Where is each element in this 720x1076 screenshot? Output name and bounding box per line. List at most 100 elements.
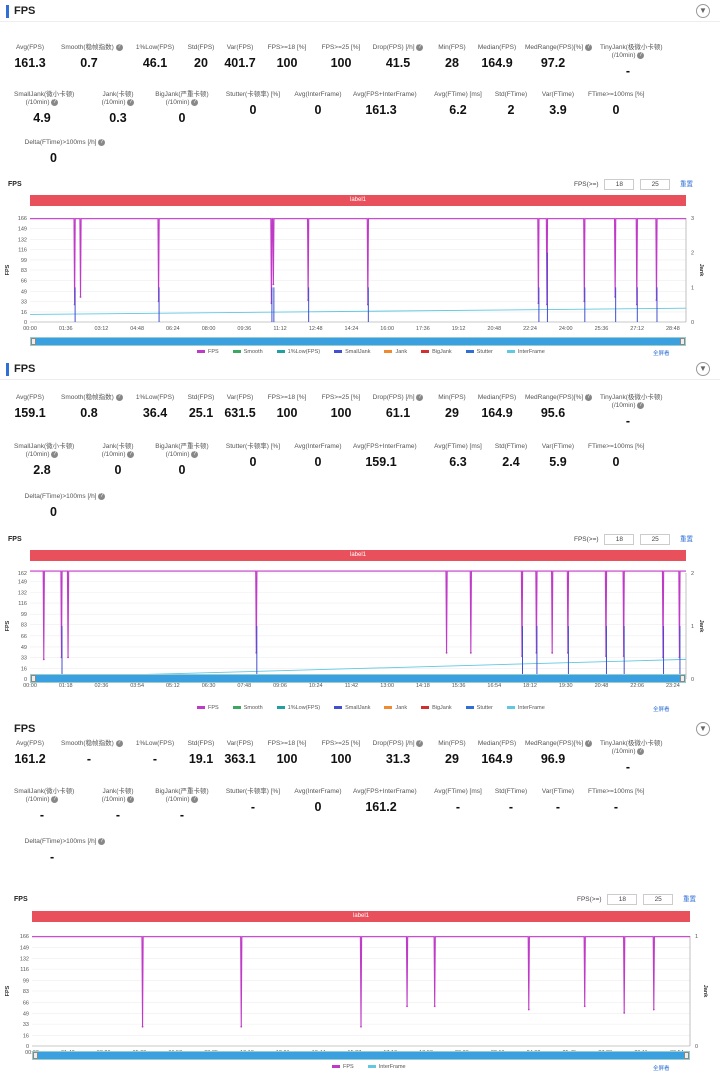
- time-range-scrollbar[interactable]: [30, 674, 686, 683]
- help-icon[interactable]: ?: [127, 451, 135, 458]
- help-icon[interactable]: ?: [98, 493, 106, 500]
- metric-label-text: MedRange(FPS)[%]: [525, 394, 584, 402]
- metric-label: 1%Low(FPS): [127, 394, 183, 402]
- legend-item-smalljank[interactable]: SmallJank: [334, 705, 370, 711]
- legend-item-smooth[interactable]: Smooth: [232, 349, 263, 355]
- legend-item-1lowfps[interactable]: 1%Low(FPS): [276, 349, 321, 355]
- help-icon[interactable]: ?: [637, 52, 645, 59]
- legend-item-stutter[interactable]: Stutter: [465, 705, 493, 711]
- help-icon[interactable]: ?: [115, 740, 123, 747]
- help-icon[interactable]: ?: [127, 796, 135, 803]
- fps-drop-point: [406, 1005, 408, 1008]
- reset-link[interactable]: 重置: [680, 536, 693, 543]
- metric-label-text: Std(FPS): [187, 394, 215, 401]
- help-icon[interactable]: ?: [115, 394, 123, 401]
- help-icon[interactable]: ?: [416, 740, 424, 747]
- help-icon[interactable]: ?: [98, 838, 106, 845]
- x-tick-label: 00:00: [23, 683, 37, 689]
- metric-value: 0.8: [80, 406, 98, 421]
- threshold-input-25[interactable]: 25: [643, 893, 674, 905]
- metric-label: Std(FPS): [173, 44, 229, 52]
- metric-label: Min(FPS): [424, 44, 480, 52]
- scrollbar-left-handle[interactable]: [31, 338, 36, 345]
- x-tick-label: 13:00: [380, 683, 394, 689]
- help-icon[interactable]: ?: [416, 394, 424, 401]
- scrollbar-right-handle[interactable]: [680, 675, 685, 682]
- y-tick-label: 83: [21, 268, 27, 274]
- help-icon[interactable]: ?: [584, 44, 592, 51]
- legend-item-interframe[interactable]: InterFrame: [506, 705, 545, 711]
- metric-value: 3.9: [549, 103, 567, 117]
- legend-item-jank[interactable]: Jank: [384, 349, 407, 355]
- scrollbar-left-handle[interactable]: [31, 675, 36, 682]
- legend-item-smooth[interactable]: Smooth: [232, 705, 263, 711]
- scrollbar-right-handle[interactable]: [680, 338, 685, 345]
- metric-value: 97.2: [540, 56, 566, 71]
- legend-item-fps[interactable]: FPS: [332, 1064, 354, 1070]
- y-tick-label: 49: [21, 289, 27, 295]
- metric-label: SmallJank(微小卡顿) (/10min) ?: [14, 443, 74, 459]
- metric-value: 0: [178, 111, 186, 126]
- legend-item-bigjank[interactable]: BigJank: [421, 349, 452, 355]
- metric-label-text: FPS>=18 [%]: [267, 44, 307, 51]
- reset-link[interactable]: 重置: [680, 181, 693, 188]
- threshold-input-18[interactable]: 18: [604, 533, 635, 545]
- legend-item-stutter[interactable]: Stutter: [465, 349, 493, 355]
- help-icon[interactable]: ?: [584, 740, 592, 747]
- time-range-scrollbar[interactable]: [30, 337, 686, 346]
- time-range-scrollbar[interactable]: [32, 1051, 690, 1060]
- metric-label-text: TinyJank(极微小卡顿): [600, 44, 663, 51]
- threshold-input-25[interactable]: 25: [640, 533, 671, 545]
- collapse-chevron-icon[interactable]: ▼: [696, 362, 710, 376]
- help-icon[interactable]: ?: [416, 44, 424, 51]
- fullscreen-link[interactable]: 全屏看: [653, 351, 670, 357]
- legend-item-jank[interactable]: Jank: [384, 705, 407, 711]
- help-icon[interactable]: ?: [191, 796, 199, 803]
- legend-item-fps[interactable]: FPS: [197, 349, 219, 355]
- metric-value: 2.4: [502, 455, 520, 469]
- metric-label-text: Delta(FTime)>100ms [/h]: [24, 493, 97, 501]
- metric-label-text: Std(FTime): [494, 788, 528, 795]
- help-icon[interactable]: ?: [127, 99, 135, 106]
- metric-medrange: MedRange(FPS)[%] ? 96.9: [525, 740, 592, 766]
- legend-label: 1%Low(FPS): [287, 349, 321, 355]
- fullscreen-link[interactable]: 全屏看: [653, 707, 670, 713]
- help-icon[interactable]: ?: [637, 748, 645, 755]
- scrollbar-right-handle[interactable]: [684, 1052, 689, 1059]
- metric-label-text: (/10min): [101, 796, 126, 804]
- legend-label: SmallJank: [345, 705, 371, 711]
- help-icon[interactable]: ?: [51, 451, 59, 458]
- collapse-chevron-icon[interactable]: ▼: [696, 722, 710, 736]
- legend-item-smalljank[interactable]: SmallJank: [334, 349, 370, 355]
- metric-label: Std(FPS): [173, 740, 229, 748]
- scrollbar-left-handle[interactable]: [33, 1052, 38, 1059]
- fullscreen-link[interactable]: 全屏看: [653, 1066, 670, 1072]
- collapse-chevron-icon[interactable]: ▼: [696, 4, 710, 18]
- help-icon[interactable]: ?: [51, 796, 59, 803]
- x-tick-label: 05:12: [166, 683, 180, 689]
- legend-item-bigjank[interactable]: BigJank: [421, 705, 452, 711]
- metric-fps>=18: FPS>=18 [%] 100: [259, 44, 315, 70]
- help-icon[interactable]: ?: [51, 99, 59, 106]
- legend-item-interframe[interactable]: InterFrame: [506, 349, 545, 355]
- threshold-input-18[interactable]: 18: [607, 893, 638, 905]
- x-tick-label: 07:48: [237, 683, 251, 689]
- legend-label: FPS: [208, 705, 219, 711]
- help-icon[interactable]: ?: [98, 139, 106, 146]
- threshold-input-18[interactable]: 18: [604, 178, 635, 190]
- legend-swatch-icon: [384, 350, 393, 354]
- fps-drop-point: [67, 656, 69, 659]
- metric-label-text: Median(FPS): [477, 44, 517, 51]
- help-icon[interactable]: ?: [584, 394, 592, 401]
- legend-item-1lowfps[interactable]: 1%Low(FPS): [276, 705, 320, 711]
- threshold-input-25[interactable]: 25: [640, 178, 671, 190]
- help-icon[interactable]: ?: [115, 44, 123, 51]
- help-icon[interactable]: ?: [191, 99, 199, 106]
- metric-var: Var(FPS) 363.1: [212, 740, 268, 766]
- legend-item-fps[interactable]: FPS: [197, 705, 219, 711]
- legend-item-interframe[interactable]: InterFrame: [367, 1064, 406, 1070]
- metric-avg: Avg(FTime) [ms] 6.3: [430, 443, 486, 469]
- help-icon[interactable]: ?: [637, 402, 645, 409]
- help-icon[interactable]: ?: [191, 451, 199, 458]
- reset-link[interactable]: 重置: [683, 896, 696, 903]
